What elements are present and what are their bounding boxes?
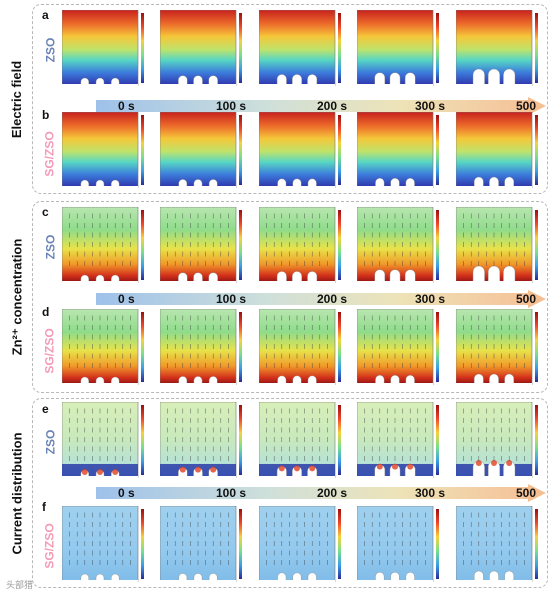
- panel-letter: b: [42, 108, 50, 122]
- sim-panel: [357, 402, 445, 478]
- time-label: 100 s: [216, 486, 247, 500]
- section-title-zn-concentration: Zn²⁺ concentration: [9, 238, 25, 356]
- sample-label: ZSO: [43, 37, 58, 63]
- sim-panel: [357, 10, 445, 86]
- section-title-electric-field: Electric field: [9, 60, 25, 138]
- sim-panel: [160, 112, 248, 188]
- sim-panel: [160, 207, 248, 283]
- sim-panel: [456, 207, 544, 283]
- sim-panel: [259, 207, 347, 283]
- sim-panel: [456, 506, 544, 582]
- sim-panel: [259, 309, 347, 385]
- sim-panel: [357, 309, 445, 385]
- sim-panel: [259, 112, 347, 188]
- sim-panel: [259, 402, 347, 478]
- time-label: 200 s: [317, 99, 348, 113]
- sim-panel: [456, 402, 544, 478]
- sample-label: ZSO: [43, 429, 58, 455]
- time-label: 0 s: [118, 292, 135, 306]
- sim-panel: [62, 402, 150, 478]
- sim-panel: [456, 10, 544, 86]
- time-label: 300 s: [415, 99, 446, 113]
- watermark: 头部猎: [6, 580, 34, 590]
- time-label: 100 s: [216, 292, 247, 306]
- panel-letter: d: [42, 305, 50, 319]
- section-current-distribution: [32, 398, 548, 588]
- block-3-content: e ZSO 0 s 100 s 200 s 300 s 500 s f SG/Z…: [32, 398, 548, 588]
- sim-panel: [456, 309, 544, 385]
- sim-panel: [160, 402, 248, 478]
- time-label: 200 s: [317, 486, 348, 500]
- sim-panel: [160, 10, 248, 86]
- sample-label: ZSO: [43, 234, 58, 260]
- time-label: 300 s: [415, 292, 446, 306]
- time-label: 200 s: [317, 292, 348, 306]
- panel-letter: a: [42, 8, 49, 22]
- row-e: e ZSO: [32, 398, 548, 480]
- sim-panel: [62, 506, 150, 582]
- row-f: f SG/ZSO: [32, 496, 548, 588]
- sim-panel: [62, 112, 150, 188]
- sim-panel: [62, 309, 150, 385]
- sim-panel: [259, 506, 347, 582]
- panel-letter: e: [42, 402, 49, 416]
- sim-panel: [259, 10, 347, 86]
- sim-panel: [357, 506, 445, 582]
- sim-panel: [357, 112, 445, 188]
- time-label: 0 s: [118, 99, 135, 113]
- time-label: 100 s: [216, 99, 247, 113]
- panel-letter: f: [42, 500, 46, 514]
- sim-panel: [160, 506, 248, 582]
- block-2-content: c ZSO 0 s 100 s 200 s 300 s 500 s d SG/Z…: [32, 201, 548, 393]
- section-electric-field: [32, 4, 548, 194]
- row-b: b SG/ZSO: [32, 102, 548, 194]
- row-d: d SG/ZSO: [32, 301, 548, 393]
- section-zn-concentration: [32, 201, 548, 393]
- row-c: c ZSO: [32, 201, 548, 293]
- time-label: 300 s: [415, 486, 446, 500]
- sim-panel: [62, 10, 150, 86]
- sim-panel: [62, 207, 150, 283]
- sample-label: SG/ZSO: [43, 328, 57, 374]
- sim-panel: [357, 207, 445, 283]
- row-a: a ZSO: [32, 4, 548, 96]
- sample-label: SG/ZSO: [43, 523, 57, 569]
- sample-label: SG/ZSO: [43, 131, 57, 177]
- block-1-content: a ZSO 0 s 100 s 200 s 300 s 500 s b SG/Z…: [32, 4, 548, 194]
- section-title-current-distribution: Current distribution: [9, 431, 25, 555]
- sim-panel: [456, 112, 544, 188]
- panel-letter: c: [42, 205, 49, 219]
- sim-panel: [160, 309, 248, 385]
- time-label: 0 s: [118, 486, 135, 500]
